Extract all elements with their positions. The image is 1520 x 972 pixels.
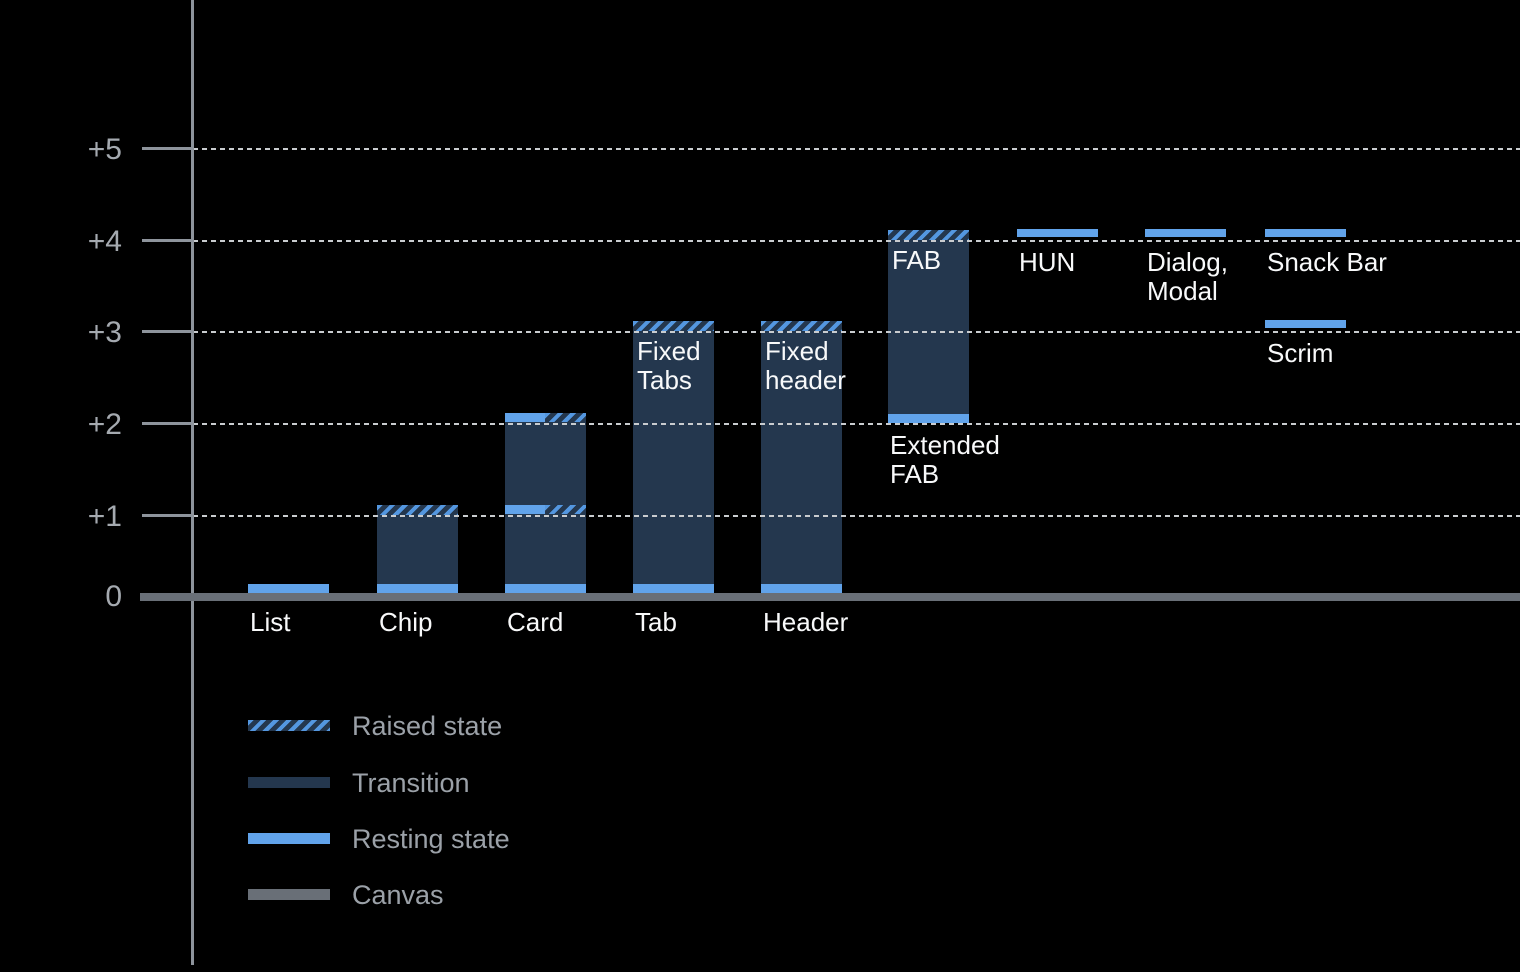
legend-swatch-raised	[248, 720, 330, 731]
bar-transition-extended-fab	[888, 230, 969, 423]
legend-swatch-canvas	[248, 889, 330, 900]
component-label-tab: Tab	[635, 607, 677, 637]
y-tick-label-plus2: +2	[87, 408, 122, 441]
gridline-plus5	[193, 148, 1520, 150]
resting-band-list	[248, 584, 329, 593]
gridline-plus4	[193, 240, 1520, 242]
component-label-chip: Chip	[379, 607, 433, 637]
raised-band-header	[761, 321, 842, 331]
bar-transition-card	[505, 413, 586, 593]
canvas-line	[140, 593, 1520, 601]
y-tick-mark-plus2	[142, 422, 192, 425]
y-tick-mark-plus3	[142, 330, 192, 333]
y-tick-mark-plus5	[142, 147, 192, 150]
component-label-dialog-modal: Dialog, Modal	[1147, 247, 1228, 306]
component-label-hun: HUN	[1019, 247, 1076, 277]
legend-label-canvas: Canvas	[352, 879, 444, 910]
inner-label-header: Fixed header	[765, 336, 846, 395]
resting-band-chip	[377, 584, 458, 593]
component-label-extended-fab: Extended FAB	[890, 430, 1000, 489]
raised-band-tab	[633, 321, 714, 331]
resting-band-extended-fab	[888, 414, 969, 423]
raised-band-extended-fab	[888, 230, 969, 240]
resting-band-card	[505, 584, 586, 593]
gridline-plus3	[193, 331, 1520, 333]
resting-band-tab	[633, 584, 714, 593]
resting-band-scrim	[1265, 320, 1346, 328]
y-tick-label-plus3: +3	[87, 316, 122, 349]
y-axis-line	[191, 0, 194, 965]
inner-label-tab: Fixed Tabs	[637, 336, 701, 395]
gridline-plus1	[193, 515, 1520, 517]
legend-label-transition: Transition	[352, 767, 470, 798]
y-tick-label-plus5: +5	[87, 133, 122, 166]
y-tick-label-plus1: +1	[87, 500, 122, 533]
resting-band-dialog-modal	[1145, 229, 1226, 237]
y-tick-label-0: 0	[105, 580, 122, 613]
raised-band-card-l2	[545, 413, 586, 422]
legend-swatch-transition	[248, 777, 330, 788]
raised-band-card-l1	[545, 505, 586, 514]
legend-label-raised: Raised state	[352, 710, 503, 741]
component-label-scrim: Scrim	[1267, 338, 1334, 368]
inner-label-extended-fab: FAB	[892, 245, 942, 275]
legend-label-resting: Resting state	[352, 823, 510, 854]
y-tick-mark-plus1	[142, 514, 192, 517]
resting-band-header	[761, 584, 842, 593]
component-label-header: Header	[763, 607, 849, 637]
raised-band-chip	[377, 505, 458, 515]
gridline-plus2	[193, 423, 1520, 425]
resting-band-hun	[1017, 229, 1098, 237]
bar-transition-tab	[633, 321, 714, 593]
bar-transition-header	[761, 321, 842, 593]
legend-swatch-resting	[248, 833, 330, 844]
component-label-snack-bar: Snack Bar	[1267, 247, 1387, 277]
component-label-list: List	[250, 607, 291, 637]
component-label-card: Card	[507, 607, 564, 637]
y-tick-mark-plus4	[142, 239, 192, 242]
resting-band-snack-bar	[1265, 229, 1346, 237]
resting-band-card-l1	[505, 505, 545, 514]
resting-band-card-l2	[505, 413, 545, 422]
y-tick-label-plus4: +4	[87, 225, 122, 258]
bar-transition-chip	[377, 505, 458, 593]
